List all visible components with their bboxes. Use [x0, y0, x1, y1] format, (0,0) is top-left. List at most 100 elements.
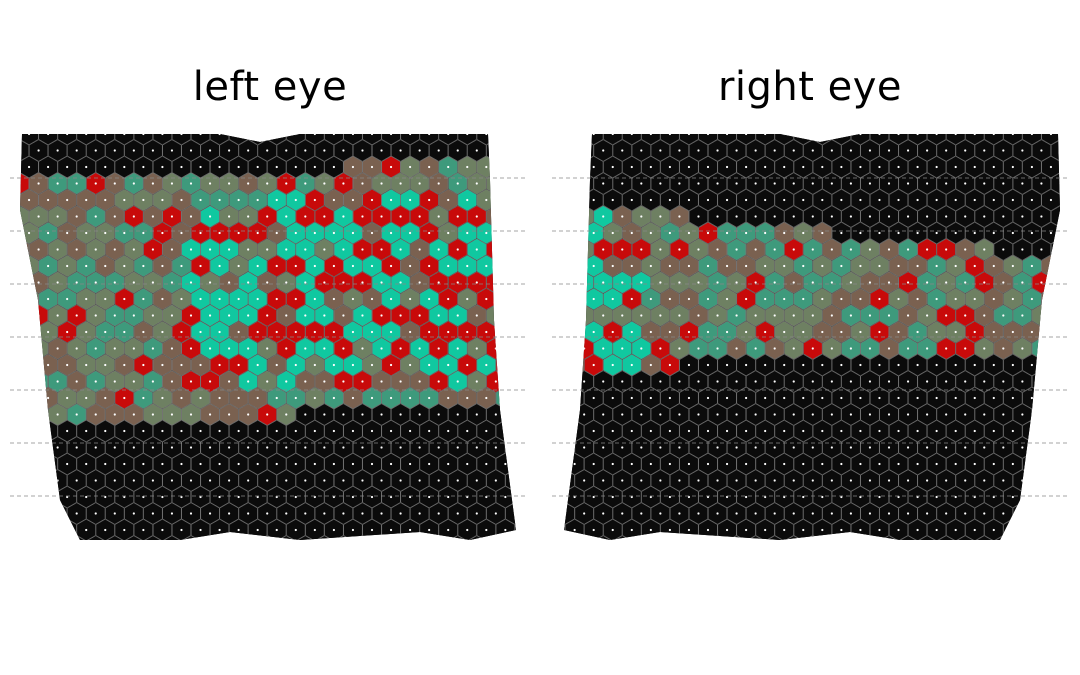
- cell-center-dot: [745, 297, 748, 301]
- cell-center-dot: [926, 281, 929, 284]
- cell-center-dot: [228, 314, 231, 317]
- cell-center-dot: [256, 297, 259, 301]
- hex-cell: [505, 370, 516, 393]
- hex-cell: [1061, 189, 1080, 210]
- cell-center-dot: [152, 545, 154, 547]
- cell-center-dot: [409, 528, 412, 532]
- hex-cell: [564, 420, 566, 442]
- cell-center-dot: [687, 264, 691, 268]
- cell-center-dot: [773, 182, 776, 185]
- cell-center-dot: [47, 264, 50, 268]
- cell-center-dot: [859, 363, 862, 367]
- cell-center-dot: [668, 396, 671, 400]
- cell-center-dot: [1021, 545, 1023, 547]
- cell-center-dot: [1030, 165, 1033, 169]
- cell-center-dot: [802, 429, 805, 433]
- cell-center-dot: [533, 248, 535, 250]
- cell-center-dot: [897, 429, 900, 433]
- cell-center-dot: [418, 479, 421, 482]
- hex-cell: [525, 338, 540, 359]
- cell-center-dot: [475, 446, 478, 449]
- hex-cell: [525, 503, 540, 524]
- hex-cell: [1041, 354, 1060, 376]
- cell-center-dot: [697, 413, 700, 416]
- cell-center-dot: [94, 413, 97, 416]
- cell-center-dot: [640, 182, 643, 185]
- cell-center-dot: [935, 165, 938, 169]
- cell-center-dot: [916, 134, 919, 136]
- cell-center-dot: [447, 330, 450, 334]
- cell-center-dot: [27, 198, 31, 202]
- cell-center-dot: [868, 215, 872, 218]
- cell-center-dot: [189, 413, 193, 416]
- cell-center-dot: [389, 396, 393, 400]
- cell-center-dot: [27, 165, 31, 169]
- cell-center-dot: [399, 314, 402, 317]
- cell-center-dot: [47, 231, 50, 235]
- cell-center-dot: [189, 512, 193, 515]
- cell-center-dot: [983, 314, 986, 317]
- cell-center-dot: [849, 248, 852, 251]
- cell-center-dot: [964, 314, 967, 317]
- hex-cell: [495, 354, 515, 376]
- cell-center-dot: [811, 380, 814, 383]
- cell-center-dot: [1069, 232, 1071, 234]
- cell-center-dot: [47, 165, 50, 169]
- cell-center-dot: [285, 182, 288, 185]
- cell-center-dot: [935, 134, 938, 136]
- cell-center-dot: [859, 396, 862, 400]
- cell-center-dot: [218, 264, 221, 268]
- cell-center-dot: [208, 380, 212, 383]
- hex-cell: [514, 321, 516, 343]
- hex-cell: [803, 535, 823, 540]
- cell-center-dot: [583, 380, 586, 383]
- hex-cell: [438, 134, 458, 145]
- cell-center-dot: [1040, 413, 1043, 416]
- cell-center-dot: [964, 248, 967, 251]
- hex-cell: [525, 239, 540, 260]
- cell-center-dot: [132, 347, 135, 350]
- cell-center-dot: [945, 413, 948, 416]
- cell-center-dot: [57, 545, 59, 547]
- cell-center-dot: [706, 495, 710, 499]
- cell-center-dot: [37, 479, 40, 482]
- cell-center-dot: [199, 495, 202, 499]
- cell-center-dot: [332, 231, 335, 235]
- cell-center-dot: [706, 462, 710, 466]
- cell-center-dot: [523, 133, 525, 135]
- cell-center-dot: [47, 134, 50, 136]
- hex-cell: [984, 134, 1004, 145]
- cell-center-dot: [20, 347, 21, 350]
- cell-center-dot: [104, 198, 107, 202]
- cell-center-dot: [85, 297, 88, 301]
- cell-center-dot: [332, 165, 335, 169]
- cell-center-dot: [85, 462, 88, 466]
- cell-center-dot: [199, 396, 202, 400]
- cell-center-dot: [285, 413, 288, 416]
- cell-center-dot: [123, 528, 126, 532]
- cell-center-dot: [659, 182, 662, 185]
- cell-center-dot: [830, 380, 833, 383]
- cell-center-dot: [351, 297, 355, 301]
- cell-center-dot: [983, 248, 986, 251]
- cell-center-dot: [151, 479, 154, 482]
- cell-center-dot: [583, 512, 586, 515]
- cell-center-dot: [792, 149, 795, 152]
- cell-center-dot: [583, 446, 586, 449]
- cell-center-dot: [504, 363, 507, 367]
- cell-center-dot: [151, 380, 154, 383]
- cell-center-dot: [247, 182, 250, 185]
- cell-center-dot: [266, 512, 269, 515]
- cell-center-dot: [37, 380, 40, 383]
- hex-cell: [1050, 271, 1060, 294]
- cell-center-dot: [830, 512, 833, 515]
- cell-center-dot: [592, 330, 595, 334]
- cell-center-dot: [802, 495, 805, 499]
- cell-center-dot: [85, 198, 88, 202]
- cell-center-dot: [94, 479, 97, 482]
- cell-center-dot: [773, 479, 776, 482]
- cell-center-dot: [409, 297, 412, 301]
- cell-center-dot: [104, 134, 107, 136]
- hex-cell: [200, 535, 220, 540]
- hex-cell: [324, 134, 344, 145]
